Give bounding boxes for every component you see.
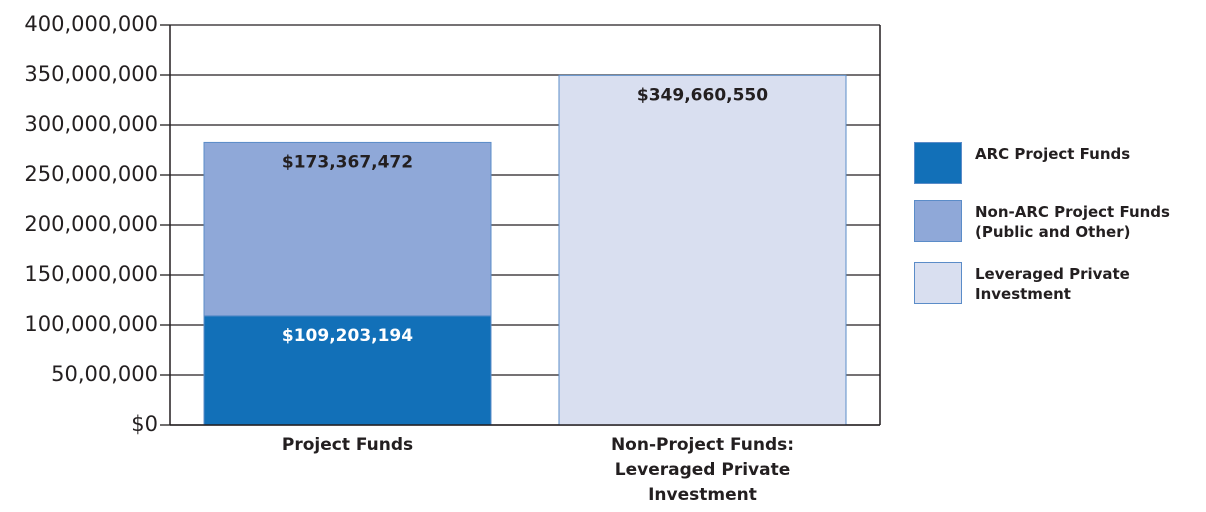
y-tick-label: 250,000,000 [24,162,158,186]
y-tick-label: 150,000,000 [24,262,158,286]
legend-label: Non-ARC Project Funds (Public and Other) [975,203,1170,241]
x-tick-label: Non-Project Funds: Leveraged Private Inv… [610,435,795,505]
y-tick-label: 350,000,000 [24,62,158,86]
legend-swatch [914,200,962,242]
x-tick-label: Project Funds [281,435,414,455]
y-tick-label: 400,000,000 [24,12,158,36]
y-tick-label: $0 [131,412,158,436]
y-tick-label: 100,000,000 [24,312,158,336]
value-label: $349,660,550 [637,85,768,105]
legend-swatch [914,142,962,184]
value-label: $173,367,472 [282,152,413,172]
y-tick-label: 50,00,000 [51,362,158,386]
legend-label: ARC Project Funds [975,145,1131,163]
y-tick-label: 200,000,000 [24,212,158,236]
legend-swatch [914,262,962,304]
bar-segment [203,315,492,426]
bar-segment [203,141,492,317]
y-tick-label: 300,000,000 [24,112,158,136]
value-label: $109,203,194 [282,326,413,346]
legend-label: Leveraged Private Investment [975,265,1130,303]
bar-segment [558,74,847,426]
